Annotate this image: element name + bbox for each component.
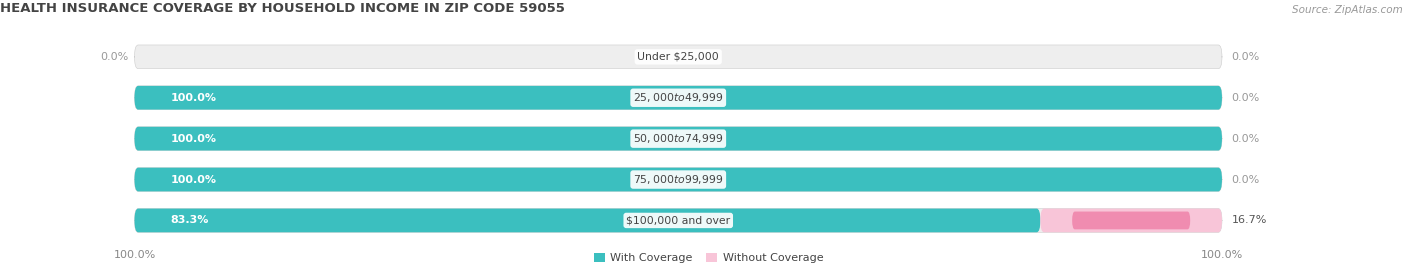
Text: $100,000 and over: $100,000 and over [626,215,730,225]
FancyBboxPatch shape [1040,208,1222,232]
FancyBboxPatch shape [135,86,1222,109]
FancyBboxPatch shape [135,45,1222,69]
Text: 100.0%: 100.0% [1201,250,1243,260]
Text: Under $25,000: Under $25,000 [637,52,718,62]
Text: HEALTH INSURANCE COVERAGE BY HOUSEHOLD INCOME IN ZIP CODE 59055: HEALTH INSURANCE COVERAGE BY HOUSEHOLD I… [0,2,565,15]
Text: 0.0%: 0.0% [1232,52,1260,62]
Text: 0.0%: 0.0% [1232,175,1260,185]
Text: $75,000 to $99,999: $75,000 to $99,999 [633,173,724,186]
Text: $25,000 to $49,999: $25,000 to $49,999 [633,91,724,104]
Text: 0.0%: 0.0% [1232,93,1260,103]
FancyBboxPatch shape [135,127,1222,150]
FancyBboxPatch shape [135,168,1222,192]
Text: Source: ZipAtlas.com: Source: ZipAtlas.com [1292,5,1403,15]
Text: 100.0%: 100.0% [170,93,217,103]
FancyBboxPatch shape [135,168,1222,192]
Text: 100.0%: 100.0% [170,175,217,185]
Text: 100.0%: 100.0% [170,134,217,144]
Text: 100.0%: 100.0% [114,250,156,260]
FancyBboxPatch shape [135,208,1222,232]
Text: 16.7%: 16.7% [1232,215,1267,225]
FancyBboxPatch shape [1073,211,1191,229]
Legend: With Coverage, Without Coverage: With Coverage, Without Coverage [589,249,828,268]
FancyBboxPatch shape [135,208,1040,232]
Text: 83.3%: 83.3% [170,215,209,225]
FancyBboxPatch shape [135,127,1222,150]
Text: $50,000 to $74,999: $50,000 to $74,999 [633,132,724,145]
Text: 0.0%: 0.0% [100,52,128,62]
Text: 0.0%: 0.0% [1232,134,1260,144]
FancyBboxPatch shape [135,86,1222,109]
